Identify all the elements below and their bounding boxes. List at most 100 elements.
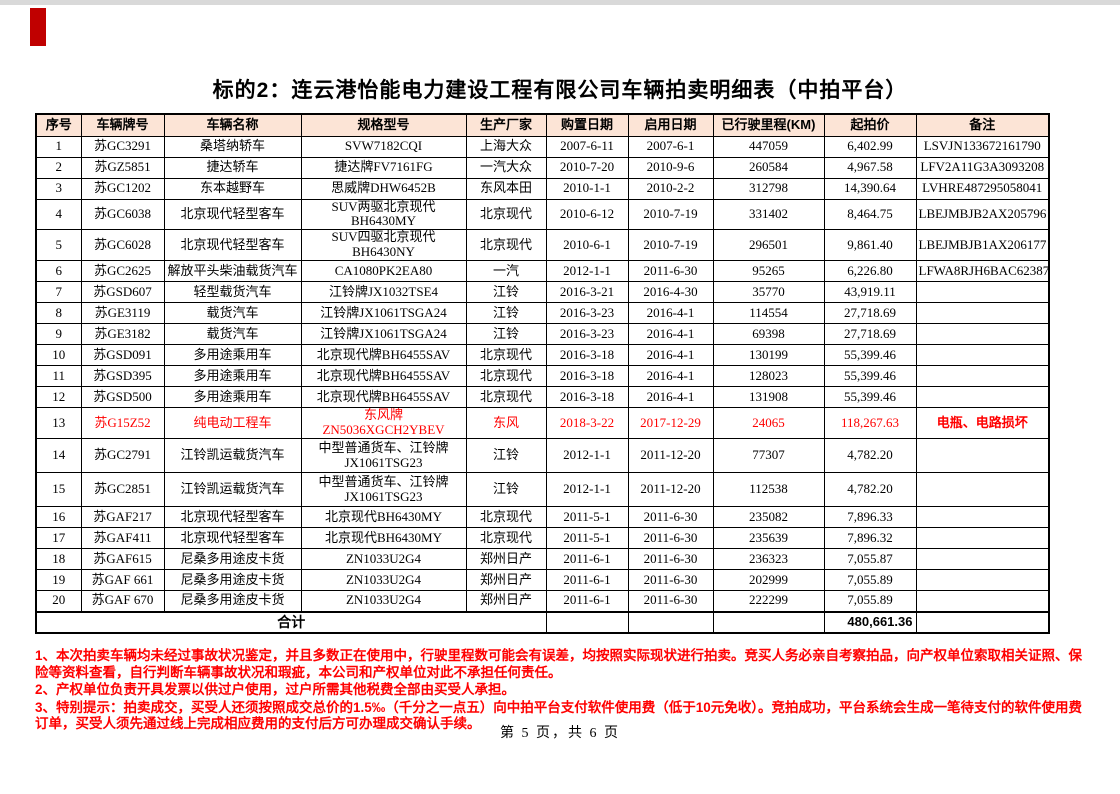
table-row: 19 苏GAF 661 尼桑多用途皮卡货 ZN1033U2G4 郑州日产 201…	[35, 569, 1050, 592]
cell-manufacturer: 北京现代	[465, 198, 547, 231]
cell-remark	[915, 506, 1050, 529]
cell-manufacturer: 一汽大众	[465, 156, 547, 179]
cell-mileage: 24065	[712, 407, 825, 440]
cell-no: 2	[35, 156, 82, 179]
cell-plate: 苏GC2625	[80, 260, 165, 283]
note-2: 2、产权单位负责开具发票以供过户使用，过户所需其他税费全部由买受人承担。	[35, 682, 516, 697]
cell-vehicle-name: 捷达轿车	[163, 156, 302, 179]
cell-manufacturer: 郑州日产	[465, 548, 547, 571]
cell-price: 8,464.75	[823, 198, 917, 231]
cell-remark	[915, 590, 1050, 613]
note-1: 1、本次拍卖车辆均未经过事故状况鉴定，并且多数正在使用中，行驶里程数可能会有误差…	[35, 648, 1083, 680]
red-marker	[30, 8, 46, 46]
cell-no: 6	[35, 260, 82, 283]
cell-no: 9	[35, 323, 82, 346]
cell-mileage: 296501	[712, 229, 825, 262]
cell-mileage: 312798	[712, 177, 825, 200]
table-row: 6 苏GC2625 解放平头柴油载货汽车 CA1080PK2EA80 一汽 20…	[35, 260, 1050, 283]
cell-plate: 苏GSD500	[80, 386, 165, 409]
cell-plate: 苏GAF411	[80, 527, 165, 550]
cell-mileage: 222299	[712, 590, 825, 613]
cell-manufacturer: 北京现代	[465, 229, 547, 262]
column-header-purchase-date: 购置日期	[545, 113, 629, 137]
cell-no: 18	[35, 548, 82, 571]
cell-manufacturer: 北京现代	[465, 527, 547, 550]
column-header-no: 序号	[35, 113, 82, 137]
cell-remark	[915, 527, 1050, 550]
cell-price: 6,402.99	[823, 135, 917, 158]
cell-purchase-date: 2011-5-1	[545, 506, 629, 529]
cell-no: 12	[35, 386, 82, 409]
cell-manufacturer: 北京现代	[465, 344, 547, 367]
cell-remark	[915, 281, 1050, 304]
cell-plate: 苏GAF 661	[80, 569, 165, 592]
cell-purchase-date: 2010-6-1	[545, 229, 629, 262]
cell-remark: LFWA8RJH6BAC62387	[915, 260, 1050, 283]
total-empty-mileage	[712, 610, 825, 634]
cell-no: 19	[35, 569, 82, 592]
table-row: 18 苏GAF615 尼桑多用途皮卡货 ZN1033U2G4 郑州日产 2011…	[35, 548, 1050, 571]
cell-plate: 苏GAF217	[80, 506, 165, 529]
cell-model: 北京现代BH6430MY	[300, 506, 467, 529]
cell-price: 7,055.89	[823, 590, 917, 613]
cell-manufacturer: 江铃	[465, 438, 547, 474]
cell-remark	[915, 386, 1050, 409]
table-row: 11 苏GSD395 多用途乘用车 北京现代牌BH6455SAV 北京现代 20…	[35, 365, 1050, 388]
cell-start-date: 2011-6-30	[627, 506, 714, 529]
table-row: 9 苏GE3182 载货汽车 江铃牌JX1061TSGA24 江铃 2016-3…	[35, 323, 1050, 346]
cell-model: 江铃牌JX1032TSE4	[300, 281, 467, 304]
cell-plate: 苏GE3119	[80, 302, 165, 325]
cell-model: 江铃牌JX1061TSGA24	[300, 302, 467, 325]
table-row: 15 苏GC2851 江铃凯运载货汽车 中型普通货车、江铃牌JX1061TSG2…	[35, 472, 1050, 508]
cell-no: 13	[35, 407, 82, 440]
cell-manufacturer: 北京现代	[465, 386, 547, 409]
table-row: 10 苏GSD091 多用途乘用车 北京现代牌BH6455SAV 北京现代 20…	[35, 344, 1050, 367]
cell-model: 东风牌ZN5036XGCH2YBEV	[300, 407, 467, 440]
cell-mileage: 130199	[712, 344, 825, 367]
cell-no: 15	[35, 472, 82, 508]
cell-remark	[915, 344, 1050, 367]
cell-model: 北京现代牌BH6455SAV	[300, 344, 467, 367]
cell-plate: 苏GAF615	[80, 548, 165, 571]
cell-plate: 苏GC3291	[80, 135, 165, 158]
cell-remark	[915, 438, 1050, 474]
cell-price: 14,390.64	[823, 177, 917, 200]
column-header-mileage: 已行驶里程(KM)	[712, 113, 825, 137]
cell-vehicle-name: 东本越野车	[163, 177, 302, 200]
table-row: 12 苏GSD500 多用途乘用车 北京现代牌BH6455SAV 北京现代 20…	[35, 386, 1050, 409]
cell-vehicle-name: 尼桑多用途皮卡货	[163, 590, 302, 613]
cell-purchase-date: 2012-1-1	[545, 260, 629, 283]
cell-remark: LSVJN133672161790	[915, 135, 1050, 158]
cell-model: 江铃牌JX1061TSGA24	[300, 323, 467, 346]
cell-vehicle-name: 江铃凯运载货汽车	[163, 438, 302, 474]
cell-no: 4	[35, 198, 82, 231]
cell-plate: 苏GC6028	[80, 229, 165, 262]
cell-purchase-date: 2016-3-18	[545, 365, 629, 388]
cell-start-date: 2016-4-1	[627, 386, 714, 409]
cell-purchase-date: 2010-6-12	[545, 198, 629, 231]
cell-start-date: 2011-6-30	[627, 569, 714, 592]
cell-model: SUV四驱北京现代BH6430NY	[300, 229, 467, 262]
cell-manufacturer: 江铃	[465, 281, 547, 304]
cell-no: 16	[35, 506, 82, 529]
auction-notes: 1、本次拍卖车辆均未经过事故状况鉴定，并且多数正在使用中，行驶里程数可能会有误差…	[35, 648, 1093, 734]
cell-start-date: 2010-2-2	[627, 177, 714, 200]
cell-purchase-date: 2016-3-23	[545, 323, 629, 346]
cell-purchase-date: 2011-5-1	[545, 527, 629, 550]
cell-purchase-date: 2010-1-1	[545, 177, 629, 200]
cell-vehicle-name: 纯电动工程车	[163, 407, 302, 440]
header-row: 序号 车辆牌号 车辆名称 规格型号 生产厂家 购置日期 启用日期 已行驶里程(K…	[35, 113, 1050, 137]
cell-vehicle-name: 桑塔纳轿车	[163, 135, 302, 158]
cell-vehicle-name: 北京现代轻型客车	[163, 506, 302, 529]
cell-manufacturer: 江铃	[465, 472, 547, 508]
cell-remark	[915, 302, 1050, 325]
cell-remark: 电瓶、电路损坏	[915, 407, 1050, 440]
cell-vehicle-name: 北京现代轻型客车	[163, 527, 302, 550]
cell-start-date: 2011-12-20	[627, 472, 714, 508]
cell-mileage: 69398	[712, 323, 825, 346]
cell-mileage: 95265	[712, 260, 825, 283]
cell-mileage: 114554	[712, 302, 825, 325]
cell-vehicle-name: 多用途乘用车	[163, 344, 302, 367]
cell-start-date: 2011-6-30	[627, 260, 714, 283]
